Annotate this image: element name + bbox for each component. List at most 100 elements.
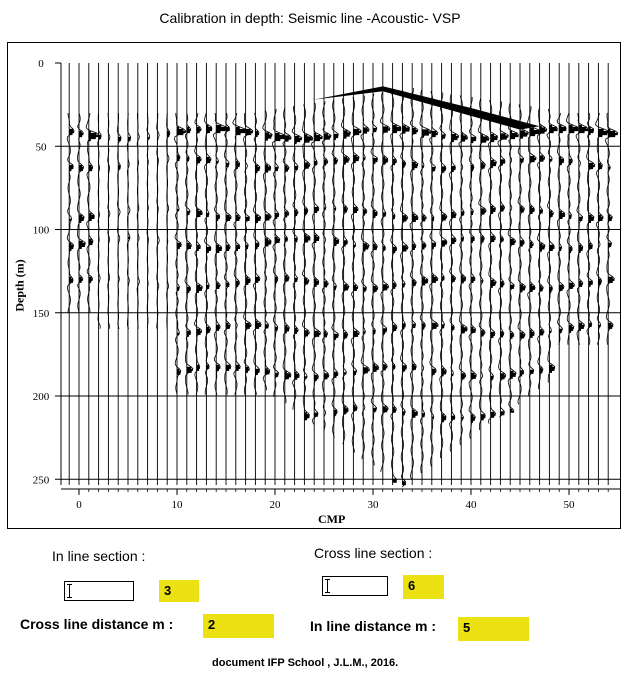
seismic-trace bbox=[203, 112, 213, 395]
vsp-reflector bbox=[314, 86, 540, 130]
seismic-trace-fill bbox=[333, 133, 339, 416]
seismic-trace-fill bbox=[147, 136, 150, 140]
crossline-distance-field[interactable]: 2 bbox=[203, 614, 274, 638]
inline-section-slider[interactable] bbox=[64, 581, 134, 601]
seismic-trace-fill bbox=[471, 136, 477, 423]
seismic-trace bbox=[350, 96, 362, 453]
seismic-trace-fill bbox=[402, 125, 410, 486]
seismic-trace bbox=[331, 99, 340, 438]
seismic-trace bbox=[166, 112, 171, 329]
seismic-trace bbox=[586, 112, 596, 345]
seismic-trace bbox=[340, 98, 351, 445]
seismic-trace bbox=[360, 95, 371, 460]
seismic-trace bbox=[497, 101, 509, 418]
seismic-trace bbox=[311, 102, 324, 425]
seismic-trace bbox=[116, 112, 122, 329]
seismic-trace bbox=[194, 112, 203, 395]
seismic-trace-fill bbox=[245, 128, 253, 373]
seismic-trace bbox=[526, 105, 540, 396]
seismic-trace bbox=[419, 89, 432, 474]
inline-section-value-field[interactable]: 3 bbox=[159, 580, 199, 602]
seismic-trace-fill bbox=[304, 134, 313, 421]
seismic-trace-fill bbox=[500, 133, 509, 416]
slider-thumb-icon[interactable] bbox=[67, 584, 72, 598]
seismic-trace bbox=[107, 112, 111, 329]
seismic-trace-fill bbox=[284, 135, 292, 380]
seismic-trace bbox=[136, 112, 140, 329]
seismic-trace-fill bbox=[422, 129, 432, 418]
seismic-trace bbox=[556, 112, 567, 345]
seismic-section-plot: 0 50 100 150 200 250 0 10 20 30 40 50 bbox=[33, 58, 620, 511]
seismic-trace-fill bbox=[343, 130, 351, 415]
seismic-trace bbox=[282, 107, 292, 404]
seismic-trace bbox=[379, 92, 391, 473]
seismic-trace-fill bbox=[382, 126, 390, 413]
y-tick-label: 200 bbox=[33, 391, 50, 403]
credit-text: document IFP School , J.L.M., 2016. bbox=[212, 657, 399, 669]
seismic-trace-fill bbox=[608, 128, 618, 329]
y-tick-label: 250 bbox=[33, 474, 50, 486]
seismic-trace-fill bbox=[412, 127, 419, 418]
slider-thumb-icon[interactable] bbox=[325, 579, 330, 593]
seismic-trace-fill bbox=[98, 134, 102, 140]
seismic-trace bbox=[271, 108, 286, 397]
seismic-trace bbox=[66, 112, 75, 313]
seismic-trace-fill bbox=[490, 133, 498, 418]
seismic-trace bbox=[232, 112, 246, 395]
seismic-trace bbox=[575, 112, 589, 345]
seismic-trace bbox=[439, 92, 448, 459]
seismic-trace bbox=[301, 104, 314, 419]
seismic-trace-fill bbox=[314, 132, 323, 417]
y-tick-label: 0 bbox=[38, 58, 44, 70]
x-tick-label: 30 bbox=[368, 499, 380, 511]
crossline-section-label: Cross line section : bbox=[314, 545, 433, 561]
seismic-trace-fill bbox=[255, 130, 262, 375]
inline-distance-label: In line distance m : bbox=[310, 618, 437, 634]
seismic-trace-fill bbox=[69, 128, 75, 283]
x-tick-label: 10 bbox=[172, 499, 184, 511]
seismic-trace bbox=[262, 110, 273, 391]
seismic-trace-fill bbox=[118, 136, 121, 170]
seismic-trace bbox=[507, 102, 520, 411]
seismic-trace-fill bbox=[480, 134, 490, 421]
seismic-trace-fill bbox=[206, 124, 212, 369]
x-tick-label: 40 bbox=[466, 499, 478, 511]
x-tick-label: 50 bbox=[564, 499, 576, 511]
seismic-trace-fill bbox=[177, 126, 186, 375]
seismic-trace bbox=[458, 95, 469, 446]
seismic-trace bbox=[126, 112, 132, 329]
seismic-trace bbox=[97, 112, 102, 329]
crossline-section-value-field[interactable]: 6 bbox=[403, 575, 444, 599]
seismic-trace-fill bbox=[451, 133, 459, 420]
seismic-trace-fill bbox=[196, 126, 203, 371]
seismic-trace-fill bbox=[363, 127, 370, 374]
seismic-trace-fill bbox=[588, 126, 595, 327]
seismic-trace-fill bbox=[461, 133, 468, 420]
seismic-trace bbox=[595, 112, 609, 345]
seismic-trace bbox=[429, 90, 439, 467]
crossline-section-slider[interactable] bbox=[322, 576, 388, 596]
seismic-trace-fill bbox=[216, 124, 226, 371]
seismic-trace-fill bbox=[235, 126, 246, 371]
x-tick-label: 20 bbox=[270, 499, 282, 511]
seismic-trace bbox=[516, 104, 530, 405]
seismic-trace bbox=[477, 98, 490, 431]
seismic-trace-fill bbox=[88, 130, 99, 283]
seismic-trace bbox=[565, 112, 579, 345]
seismic-trace-fill bbox=[598, 128, 609, 327]
seismic-trace bbox=[223, 112, 232, 395]
seismic-trace bbox=[184, 112, 194, 395]
inline-distance-field[interactable]: 5 bbox=[458, 617, 529, 641]
seismic-trace-fill bbox=[539, 125, 547, 374]
x-axis-label: CMP bbox=[318, 512, 346, 526]
seismic-plot-frame: 0 50 100 150 200 250 0 10 20 30 40 50 bbox=[7, 42, 621, 529]
x-tick-label: 0 bbox=[76, 499, 82, 511]
crossline-distance-label: Cross line distance m : bbox=[20, 616, 174, 632]
seismic-trace bbox=[212, 112, 227, 395]
seismic-trace bbox=[243, 112, 254, 395]
seismic-trace bbox=[252, 112, 262, 395]
seismic-trace bbox=[370, 93, 380, 466]
seismic-trace-fill bbox=[324, 133, 332, 380]
seismic-trace-fill bbox=[431, 130, 439, 419]
seismic-trace bbox=[156, 113, 160, 329]
